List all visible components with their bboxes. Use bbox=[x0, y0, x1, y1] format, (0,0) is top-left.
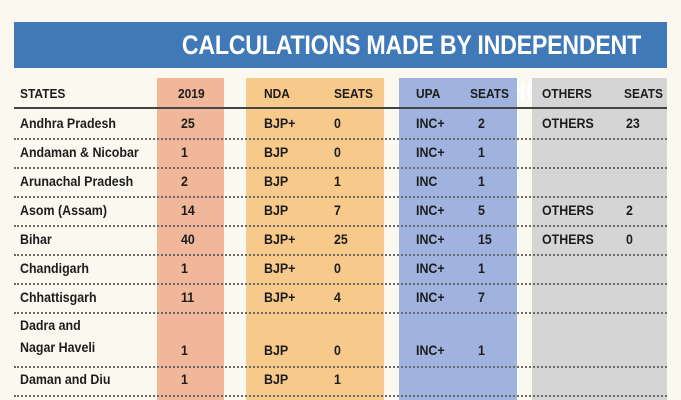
cell-nda-seats: 0 bbox=[334, 343, 341, 358]
cell-state: Asom (Assam) bbox=[20, 203, 107, 218]
cell-nda-party: BJP bbox=[264, 203, 289, 218]
cell-nda-party: BJP+ bbox=[264, 261, 296, 276]
header-divider bbox=[14, 107, 667, 109]
cell-total: 25 bbox=[181, 116, 195, 131]
cell-others-party: OTHERS bbox=[542, 203, 594, 218]
cell-state: Chhattisgarh bbox=[20, 290, 97, 305]
cell-upa-party: INC bbox=[416, 174, 438, 189]
cell-others-party: OTHERS bbox=[542, 116, 594, 131]
cell-state: Andaman & Nicobar bbox=[20, 145, 139, 160]
cell-nda-seats: 0 bbox=[334, 261, 341, 276]
others-column-band bbox=[532, 78, 667, 400]
cell-total: 1 bbox=[181, 261, 188, 276]
header-upa: UPA bbox=[416, 86, 441, 101]
table-title-banner: CALCULATIONS MADE BY INDEPENDENT PSEPHOL… bbox=[14, 22, 667, 106]
cell-nda-seats: 1 bbox=[334, 372, 341, 387]
cell-state: Andhra Pradesh bbox=[20, 116, 116, 131]
cell-upa-seats: 5 bbox=[478, 203, 485, 218]
header-year: 2019 bbox=[178, 86, 205, 101]
cell-upa-party: INC+ bbox=[416, 203, 445, 218]
row-divider bbox=[14, 254, 667, 256]
header-states: STATES bbox=[20, 86, 66, 101]
cell-nda-party: BJP+ bbox=[264, 232, 296, 247]
row-divider bbox=[14, 312, 667, 314]
cell-nda-party: BJP bbox=[264, 145, 289, 160]
cell-nda-party: BJP bbox=[264, 174, 289, 189]
header-others-seats: SEATS bbox=[624, 86, 663, 101]
cell-total: 1 bbox=[181, 343, 188, 358]
row-divider bbox=[14, 395, 667, 397]
cell-upa-seats: 1 bbox=[478, 145, 485, 160]
header-others: OTHERS bbox=[542, 86, 592, 101]
cell-others-seats: 23 bbox=[626, 116, 640, 131]
row-divider bbox=[14, 138, 667, 140]
cell-upa-party: INC+ bbox=[416, 145, 445, 160]
year-column-band bbox=[157, 78, 224, 400]
cell-total: 14 bbox=[181, 203, 195, 218]
cell-state-line: Nagar Haveli bbox=[20, 340, 96, 355]
cell-total: 1 bbox=[181, 145, 188, 160]
cell-upa-seats: 1 bbox=[478, 343, 485, 358]
cell-nda-party: BJP bbox=[264, 343, 289, 358]
cell-upa-seats: 1 bbox=[478, 261, 485, 276]
cell-nda-seats: 7 bbox=[334, 203, 341, 218]
row-divider bbox=[14, 225, 667, 227]
cell-upa-seats: 1 bbox=[478, 174, 485, 189]
cell-state: Daman and Diu bbox=[20, 372, 111, 387]
row-divider bbox=[14, 366, 667, 368]
row-divider bbox=[14, 167, 667, 169]
cell-nda-seats: 4 bbox=[334, 290, 341, 305]
cell-upa-party: INC+ bbox=[416, 261, 445, 276]
cell-total: 1 bbox=[181, 372, 188, 387]
cell-nda-seats: 0 bbox=[334, 145, 341, 160]
cell-others-seats: 2 bbox=[626, 203, 633, 218]
cell-state: Chandigarh bbox=[20, 261, 90, 276]
cell-total: 2 bbox=[181, 174, 188, 189]
upa-column-band bbox=[399, 78, 517, 400]
cell-upa-seats: 2 bbox=[478, 116, 485, 131]
cell-state-line: Dadra and bbox=[20, 318, 81, 333]
cell-nda-party: BJP bbox=[264, 372, 289, 387]
cell-nda-seats: 1 bbox=[334, 174, 341, 189]
cell-others-party: OTHERS bbox=[542, 232, 594, 247]
cell-upa-party: INC+ bbox=[416, 232, 445, 247]
cell-upa-seats: 15 bbox=[478, 232, 492, 247]
cell-upa-seats: 7 bbox=[478, 290, 485, 305]
nda-column-band bbox=[246, 78, 384, 400]
cell-total: 11 bbox=[181, 290, 195, 305]
cell-others-seats: 0 bbox=[626, 232, 633, 247]
header-nda: NDA bbox=[264, 86, 290, 101]
cell-upa-party: INC+ bbox=[416, 116, 445, 131]
cell-upa-party: INC+ bbox=[416, 290, 445, 305]
cell-state: Bihar bbox=[20, 232, 52, 247]
cell-nda-party: BJP+ bbox=[264, 290, 296, 305]
cell-nda-seats: 25 bbox=[334, 232, 348, 247]
cell-upa-party: INC+ bbox=[416, 343, 445, 358]
header-nda-seats: SEATS bbox=[334, 86, 373, 101]
cell-nda-seats: 0 bbox=[334, 116, 341, 131]
row-divider bbox=[14, 283, 667, 285]
cell-nda-party: BJP+ bbox=[264, 116, 296, 131]
row-divider bbox=[14, 196, 667, 198]
header-upa-seats: SEATS bbox=[470, 86, 509, 101]
cell-state: Dadra and Nagar Haveli bbox=[20, 315, 149, 359]
cell-total: 40 bbox=[181, 232, 195, 247]
cell-state: Arunachal Pradesh bbox=[20, 174, 134, 189]
